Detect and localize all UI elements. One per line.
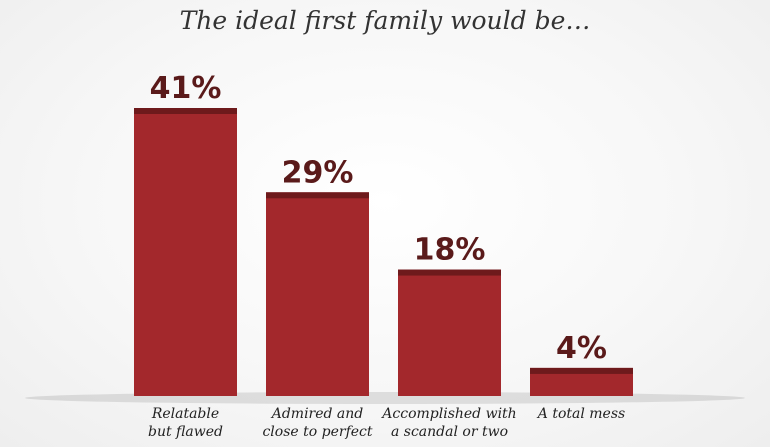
bar <box>398 269 501 396</box>
bar-top-band <box>266 192 369 199</box>
bar-group: 29% Admired and close to perfect <box>262 155 372 440</box>
category-label-line: Accomplished with <box>380 406 516 422</box>
category-label-line: Relatable <box>151 406 219 422</box>
category-label: Relatable but flawed <box>148 406 223 440</box>
data-label: 4% <box>556 331 607 366</box>
data-label: 29% <box>282 155 354 190</box>
bar <box>266 192 369 396</box>
category-label-line: but flawed <box>148 424 223 440</box>
baseline-shadow <box>25 392 745 404</box>
bar-top-band <box>134 108 237 114</box>
category-label: A total mess <box>536 406 625 422</box>
category-label-line: Admired and <box>270 406 364 422</box>
data-label: 18% <box>414 233 486 268</box>
bar-group: 4% A total mess <box>530 331 633 422</box>
bar-group: 41% Relatable but flawed <box>134 71 237 440</box>
category-label-line: a scandal or two <box>391 424 508 440</box>
chart-title: The ideal first family would be… <box>179 6 591 35</box>
bar-top-band <box>530 367 633 374</box>
bar-group: 18% Accomplished with a scandal or two <box>380 233 516 440</box>
category-label-line: A total mess <box>536 406 625 422</box>
category-label: Admired and close to perfect <box>262 406 372 440</box>
bar <box>134 108 237 396</box>
data-label: 41% <box>150 71 222 106</box>
bar-top-band <box>398 269 501 276</box>
category-label-line: close to perfect <box>262 424 372 440</box>
category-label: Accomplished with a scandal or two <box>380 406 516 440</box>
